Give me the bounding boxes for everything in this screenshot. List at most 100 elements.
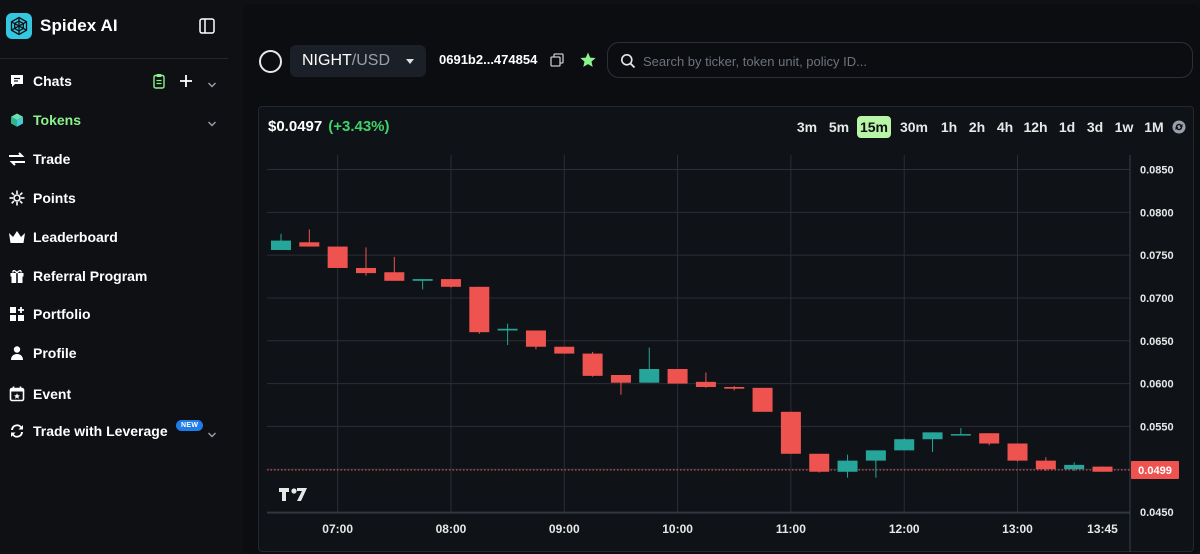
sidebar-item-profile[interactable]: Profile [0,341,228,365]
y-tick-label: 0.0700 [1140,293,1174,305]
x-tick-label: 12:00 [889,522,920,536]
candle-body [950,434,971,436]
sidebar-item-label: Chats [33,73,72,89]
interval-1d[interactable]: 1d [1058,119,1076,135]
candle-body [355,267,376,274]
interval-1h[interactable]: 1h [940,119,958,135]
search-box[interactable] [607,42,1193,78]
interval-30m[interactable]: 30m [899,119,929,135]
candle[interactable] [752,387,773,412]
candle[interactable] [950,428,971,436]
candle[interactable] [610,375,631,395]
candle-body [1092,466,1113,472]
candle[interactable] [667,369,688,384]
candle[interactable] [979,433,1000,446]
candle[interactable] [271,233,291,250]
candle-body [327,246,348,268]
sidebar-collapse-icon[interactable] [198,17,216,35]
sidebar-item-portfolio[interactable]: Portfolio [0,302,228,326]
candle-body [1035,460,1056,470]
interval-3d[interactable]: 3d [1086,119,1104,135]
candle[interactable] [469,286,490,334]
candle[interactable] [355,247,376,276]
candle[interactable] [780,411,801,454]
y-tick-label: 0.0450 [1140,507,1174,519]
candle[interactable] [865,450,886,478]
candle[interactable] [327,246,348,268]
sidebar-item-points[interactable]: Points [0,186,228,210]
candle[interactable] [554,346,575,354]
candle-body [724,386,745,389]
price-display: $0.0497 (+3.43%) [268,118,390,135]
candle[interactable] [582,351,603,377]
candle-body [582,353,603,376]
candle[interactable] [837,454,858,478]
search-icon [620,53,636,69]
candle[interactable] [440,279,461,288]
interval-2h[interactable]: 2h [968,119,986,135]
refresh-icon[interactable] [1172,120,1186,134]
candle-body [639,369,660,383]
clipboard-icon[interactable] [152,73,166,89]
y-tick-label: 0.0800 [1140,207,1174,219]
chevron-down-icon[interactable] [207,77,217,88]
candle[interactable] [724,386,745,391]
sidebar-item-leaderboard[interactable]: Leaderboard [0,225,228,249]
interval-1M[interactable]: 1M [1144,119,1164,135]
sidebar-item-label: Event [33,386,72,402]
search-input[interactable] [643,51,1183,71]
interval-3m[interactable]: 3m [796,119,818,135]
candle-body [667,369,688,384]
calendar-icon [8,385,26,403]
copy-icon[interactable] [550,53,564,67]
candle[interactable] [384,256,405,281]
add-chat-icon[interactable] [179,74,193,88]
candle[interactable] [1035,457,1056,471]
interval-4h[interactable]: 4h [996,119,1014,135]
pair-selector[interactable]: NIGHT/USD [290,45,426,77]
candle[interactable] [299,229,320,247]
sidebar-item-label: Portfolio [33,306,91,322]
sidebar-item-label: Points [33,190,76,206]
tradingview-logo-part [297,488,307,501]
y-tick-label: 0.0650 [1140,336,1174,348]
sidebar-item-event[interactable]: Event [0,382,228,406]
favorite-star-icon[interactable] [579,51,597,69]
candle[interactable] [1092,466,1113,472]
x-tick-label: 08:00 [436,522,467,536]
swap-icon [8,150,26,168]
candle[interactable] [525,330,546,350]
candle[interactable] [639,347,660,383]
sidebar-item-trade-with-leverage[interactable]: Trade with Leverage NEW [0,419,228,443]
sidebar-item-referral-program[interactable]: Referral Program [0,264,228,288]
sidebar-item-tokens[interactable]: Tokens [0,108,228,132]
candle-body [809,453,830,472]
candle[interactable] [809,453,830,473]
x-tick-label: 13:00 [1002,522,1033,536]
candle[interactable] [497,323,518,346]
chevron-down-icon[interactable] [207,116,217,127]
points-icon [8,189,26,207]
candle[interactable] [695,372,716,388]
interval-12h[interactable]: 12h [1023,119,1048,135]
sidebar-item-chats[interactable]: Chats [0,69,228,93]
candle[interactable] [1064,462,1085,471]
brand[interactable]: Spidex AI [6,10,118,42]
x-tick-label: 10:00 [662,522,693,536]
candle[interactable] [1007,443,1028,462]
candle[interactable] [412,279,433,290]
candle[interactable] [922,432,943,453]
last-price-label: 0.0499 [1138,465,1172,477]
candle-body [837,460,858,472]
chevron-down-icon[interactable] [207,427,217,438]
interval-15m[interactable]: 15m [857,116,891,138]
interval-5m[interactable]: 5m [828,119,850,135]
candle-body [1064,464,1085,470]
sidebar-item-trade[interactable]: Trade [0,147,228,171]
y-tick-label: 0.0850 [1140,165,1174,177]
candle[interactable] [894,438,915,451]
y-tick-label: 0.0750 [1140,250,1174,262]
pair-quote: /USD [351,52,391,69]
interval-1w[interactable]: 1w [1114,119,1134,135]
